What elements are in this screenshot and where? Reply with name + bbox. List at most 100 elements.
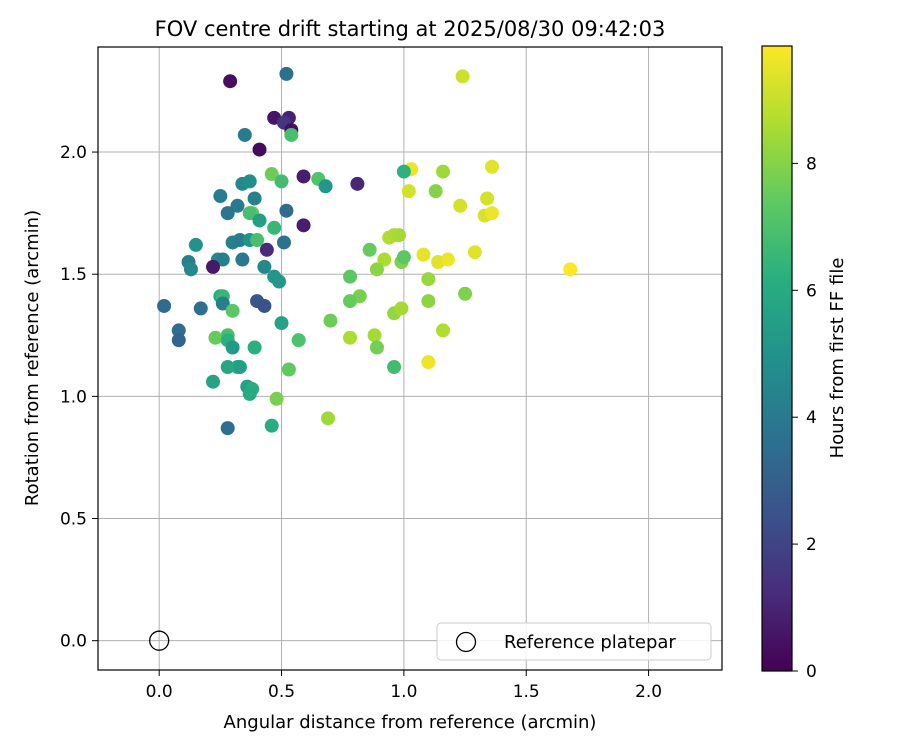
data-point	[235, 252, 250, 267]
data-point	[428, 184, 443, 199]
colorbar-ticks: 0 2 4 6 8	[792, 154, 817, 682]
data-point	[252, 142, 267, 157]
data-point	[421, 355, 436, 370]
legend: Reference platepar	[436, 622, 712, 661]
data-point	[247, 191, 262, 206]
data-point	[220, 206, 235, 221]
data-point	[458, 286, 473, 301]
data-point	[171, 333, 186, 348]
data-point	[321, 411, 336, 426]
data-point	[369, 262, 384, 277]
x-axis-ticks: 0.0 0.5 1.0 1.5 2.0	[146, 670, 662, 702]
data-point	[484, 159, 499, 174]
data-point	[343, 330, 358, 345]
plot-frame	[97, 46, 723, 671]
data-point	[318, 179, 333, 194]
legend-marker	[455, 631, 477, 653]
data-point	[171, 323, 186, 338]
data-point	[257, 298, 272, 313]
data-point	[421, 272, 436, 287]
data-point	[563, 262, 578, 277]
data-point	[272, 274, 287, 289]
data-point	[396, 164, 411, 179]
data-point	[436, 164, 451, 179]
y-axis-ticks: 0.0 0.5 1.0 1.5 2.0	[60, 143, 98, 652]
data-point	[296, 218, 311, 233]
data-point	[279, 66, 294, 81]
x-tick-label: 1.5	[513, 682, 540, 702]
data-point	[193, 301, 208, 316]
grid	[98, 47, 722, 670]
data-point	[291, 333, 306, 348]
data-point	[394, 301, 409, 316]
reference-platepar-point	[149, 630, 170, 651]
legend-label: Reference platepar	[504, 632, 676, 653]
data-points	[149, 66, 578, 651]
data-point	[225, 303, 240, 318]
data-point	[264, 418, 279, 433]
data-point	[480, 191, 495, 206]
data-point	[362, 242, 377, 257]
x-tick-label: 1.0	[390, 682, 417, 702]
colorbar-tick-label: 8	[806, 154, 817, 174]
colorbar-tick-label: 4	[806, 408, 817, 428]
data-point	[206, 374, 221, 389]
data-point	[279, 203, 294, 218]
data-point	[396, 250, 411, 265]
data-point	[220, 421, 235, 436]
y-tick-label: 0.0	[60, 632, 87, 652]
colorbar-frame	[761, 45, 793, 672]
x-tick-label: 0.0	[146, 682, 173, 702]
data-point	[247, 340, 262, 355]
data-point	[284, 127, 299, 142]
data-point	[350, 176, 365, 191]
data-point	[225, 340, 240, 355]
data-point	[281, 362, 296, 377]
x-tick-label: 0.5	[268, 682, 295, 702]
data-point	[274, 316, 289, 331]
data-point	[259, 242, 274, 257]
data-point	[220, 360, 235, 375]
data-point	[267, 220, 282, 235]
data-point	[242, 174, 257, 189]
data-point	[215, 252, 230, 267]
data-point	[467, 245, 482, 260]
data-point	[242, 206, 257, 221]
data-point	[250, 233, 265, 248]
data-point	[269, 391, 284, 406]
x-axis-label: Angular distance from reference (arcmin)	[224, 712, 597, 733]
data-point	[223, 74, 238, 89]
colorbar: 0 2 4 6 8 Hours from first FF file	[761, 45, 848, 682]
data-point	[453, 198, 468, 213]
data-point	[213, 189, 228, 204]
data-point	[230, 198, 245, 213]
chart-title: FOV centre drift starting at 2025/08/30 …	[155, 17, 666, 41]
data-point	[183, 262, 198, 277]
data-point	[264, 167, 279, 182]
colorbar-tick-label: 0	[806, 662, 817, 682]
data-point	[276, 235, 291, 250]
data-point	[208, 330, 223, 345]
data-point	[215, 296, 230, 311]
data-point	[484, 206, 499, 221]
data-point	[377, 252, 392, 267]
data-point	[367, 328, 382, 343]
colorbar-gradient	[762, 46, 792, 671]
data-point	[455, 69, 470, 84]
legend-box	[436, 622, 712, 661]
data-point	[391, 228, 406, 243]
x-tick-label: 2.0	[635, 682, 662, 702]
data-point	[157, 298, 172, 313]
data-point	[206, 259, 221, 274]
data-point	[296, 169, 311, 184]
data-point	[242, 386, 257, 401]
y-tick-label: 1.0	[60, 387, 87, 407]
data-point	[274, 174, 289, 189]
data-point	[232, 360, 247, 375]
colorbar-tick-label: 6	[806, 281, 817, 301]
data-point	[369, 340, 384, 355]
data-point	[257, 259, 272, 274]
y-tick-label: 0.5	[60, 510, 87, 530]
data-point	[436, 323, 451, 338]
